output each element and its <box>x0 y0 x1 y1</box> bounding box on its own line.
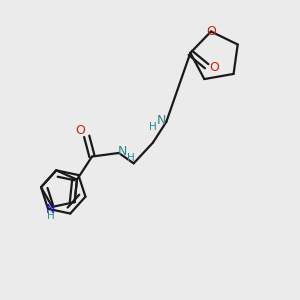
Text: N: N <box>118 145 127 158</box>
Text: O: O <box>75 124 85 137</box>
Text: N: N <box>156 114 166 127</box>
Text: H: H <box>127 153 135 163</box>
Text: O: O <box>209 61 219 74</box>
Text: H: H <box>47 212 55 221</box>
Text: O: O <box>206 25 216 38</box>
Text: N: N <box>46 203 56 216</box>
Text: H: H <box>149 122 157 132</box>
